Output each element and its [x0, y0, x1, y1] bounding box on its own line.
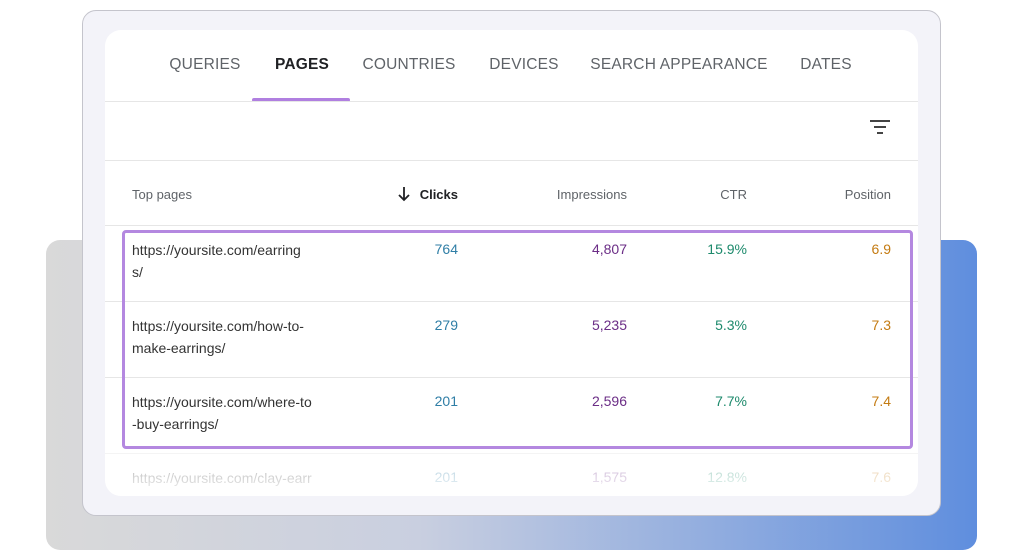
- page-url[interactable]: -buy-earrings/: [132, 416, 219, 432]
- metric-value: 7.3: [871, 317, 891, 333]
- page-url[interactable]: https://yoursite.com/earring: [132, 242, 301, 258]
- report-card: QUERIES PAGES COUNTRIES DEVICES SEARCH APPEA…: [105, 30, 918, 496]
- active-tab-indicator: [252, 98, 350, 102]
- divider: [105, 101, 918, 102]
- divider: [105, 301, 918, 302]
- column-header: Top pages: [132, 187, 192, 202]
- tab[interactable]: QUERIES: [169, 56, 241, 73]
- metric-value: 201: [434, 393, 458, 409]
- tab[interactable]: DEVICES: [489, 56, 559, 73]
- divider: [105, 377, 918, 378]
- metric-value: 5,235: [591, 317, 627, 333]
- metric-value: 279: [434, 317, 458, 333]
- page-url[interactable]: https://yoursite.com/how-to-: [132, 318, 304, 334]
- metric-value: 6.9: [871, 241, 891, 257]
- tab[interactable]: COUNTRIES: [362, 56, 456, 73]
- divider: [105, 225, 918, 226]
- metric-value: 4,807: [591, 241, 627, 257]
- column-header[interactable]: Position: [844, 187, 891, 202]
- metric-value: 7.4: [871, 393, 891, 409]
- divider: [105, 160, 918, 161]
- highlight-box: [122, 230, 913, 449]
- fade: [105, 450, 918, 496]
- tab[interactable]: PAGES: [274, 56, 330, 73]
- sort-arrow: [398, 187, 410, 202]
- filter-icon[interactable]: [869, 118, 891, 136]
- metric-value: 5.3%: [715, 317, 747, 333]
- page-url[interactable]: make-earrings/: [132, 340, 226, 356]
- tab[interactable]: SEARCH APPEARANCE: [590, 56, 768, 73]
- metric-value: 2,596: [591, 393, 627, 409]
- column-header[interactable]: Clicks: [419, 187, 458, 202]
- page-url[interactable]: s/: [132, 264, 143, 280]
- page-url[interactable]: https://yoursite.com/where-to: [132, 394, 312, 410]
- column-header[interactable]: CTR: [720, 187, 747, 202]
- column-header[interactable]: Impressions: [556, 187, 627, 202]
- metric-value: 764: [434, 241, 458, 257]
- metric-value: 15.9%: [707, 241, 747, 257]
- tab[interactable]: DATES: [800, 56, 852, 73]
- metric-value: 7.7%: [715, 393, 747, 409]
